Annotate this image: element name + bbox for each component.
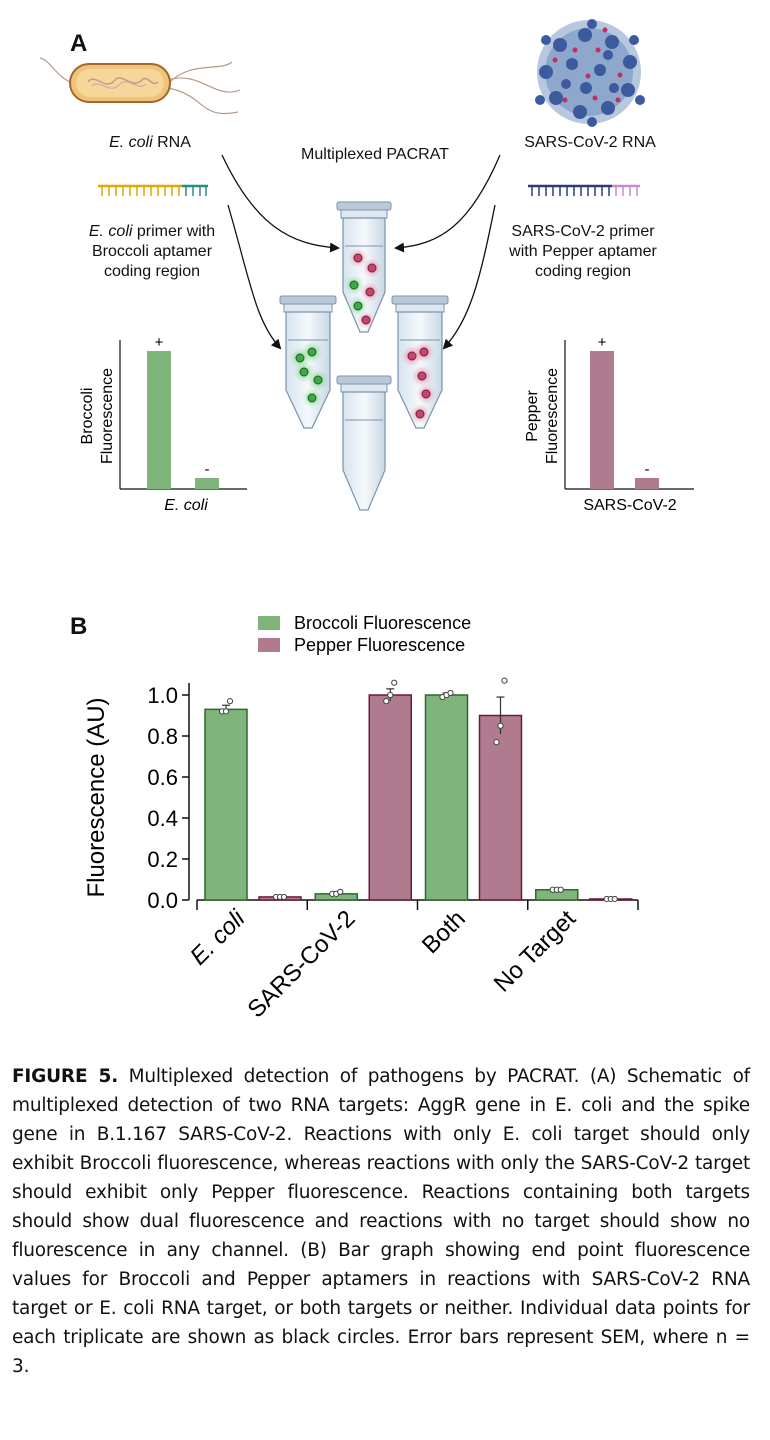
- left-ylabel-line2: Fluorescence: [99, 368, 116, 464]
- y-tick-label: 1.0: [147, 683, 178, 708]
- left-bar-positive: [147, 351, 171, 489]
- left-ylabel-line1: Broccoli: [79, 388, 96, 445]
- sars-primer-line3: coding region: [534, 263, 632, 280]
- y-axis-title: Fluorescence (AU): [83, 697, 110, 897]
- data-point: [337, 888, 344, 895]
- bar-pepper: [368, 694, 412, 901]
- sars-primer-icon: [528, 184, 640, 196]
- ecoli-bacterium-icon: [39, 57, 241, 115]
- tube-no-target: [336, 375, 392, 511]
- data-point: [222, 708, 230, 715]
- left-bar-negative: [195, 478, 219, 489]
- data-point: [557, 886, 564, 893]
- ecoli-rna-label: E. coli RNA: [109, 134, 191, 151]
- sars-primer-line1: SARS-CoV-2 primer: [511, 223, 655, 240]
- sars-primer-line2: with Pepper aptamer: [509, 243, 657, 260]
- legend-swatch: [258, 638, 280, 652]
- bar-pepper: [478, 714, 523, 901]
- x-category-label: E. coli: [185, 905, 251, 971]
- left-xlabel: E. coli: [164, 497, 208, 514]
- tube-ecoli: [279, 295, 337, 429]
- right-xlabel: SARS-CoV-2: [583, 497, 676, 514]
- right-plus-label: +: [598, 334, 607, 351]
- legend-label: Pepper Fluorescence: [294, 635, 465, 655]
- x-category-label: SARS-CoV-2: [242, 905, 360, 1023]
- data-point: [493, 739, 500, 746]
- y-tick-label: 0.8: [147, 724, 178, 749]
- data-point: [391, 679, 398, 686]
- ecoli-primer-icon: [98, 184, 208, 196]
- left-plus-label: +: [155, 334, 164, 351]
- multiplexed-pacrat-title: Multiplexed PACRAT: [301, 146, 449, 163]
- data-point: [383, 698, 390, 705]
- legend-swatch: [258, 616, 280, 630]
- y-tick-label: 0.2: [147, 847, 178, 872]
- y-tick-label: 0.0: [147, 888, 178, 913]
- y-tick-label: 0.6: [147, 765, 178, 790]
- data-point: [226, 698, 234, 705]
- figure-caption: FIGURE 5. Multiplexed detection of patho…: [12, 1062, 750, 1381]
- x-category-label: Both: [417, 905, 471, 959]
- bar-broccoli: [204, 708, 248, 901]
- panel-a-letter: A: [70, 30, 88, 57]
- bar-broccoli: [424, 694, 469, 901]
- ecoli-primer-line3: coding region: [103, 263, 201, 280]
- right-ylabel-line1: Pepper: [524, 390, 541, 442]
- data-point: [280, 893, 288, 901]
- left-minus-label: -: [205, 461, 210, 478]
- caption-label: FIGURE 5.: [12, 1066, 119, 1087]
- tube-both: [336, 201, 392, 333]
- panel-a-schematic: + - + - Broccoli Fluorescence Pepper Flu…: [39, 19, 694, 514]
- right-bar-positive: [590, 351, 614, 489]
- right-ylabel-line2: Fluorescence: [544, 368, 561, 464]
- left-mini-chart: [119, 340, 247, 490]
- caption-text: Multiplexed detection of pathogens by PA…: [12, 1066, 750, 1377]
- x-category-label: No Target: [489, 905, 582, 998]
- ecoli-primer-line2: Broccoli aptamer: [91, 243, 213, 260]
- y-tick-label: 0.4: [147, 806, 178, 831]
- tube-sars: [391, 295, 449, 429]
- legend-label: Broccoli Fluorescence: [294, 613, 471, 633]
- sars-primer-label: SARS-CoV-2 primer with Pepper aptamer co…: [488, 222, 678, 282]
- data-point: [387, 691, 394, 699]
- right-minus-label: -: [645, 461, 650, 478]
- data-point: [611, 895, 618, 903]
- data-point: [501, 677, 508, 684]
- sars-rna-label: SARS-CoV-2 RNA: [524, 134, 656, 151]
- sars-cov-2-virus-icon: [535, 19, 645, 127]
- data-point: [497, 722, 504, 729]
- bar-chart: 0.0 0.2 0.4 0.6 0.8 1.0 Fluorescence (AU) E. co…: [83, 613, 639, 1023]
- schematic-arrows: [221, 154, 501, 350]
- ecoli-primer-line1: E. coli primer with: [88, 223, 216, 240]
- right-bar-negative: [635, 478, 659, 489]
- panel-b-letter: B: [70, 613, 88, 640]
- ecoli-primer-label: E. coli primer with Broccoli aptamer cod…: [62, 222, 242, 282]
- data-point: [447, 689, 454, 697]
- right-mini-chart: [564, 340, 694, 490]
